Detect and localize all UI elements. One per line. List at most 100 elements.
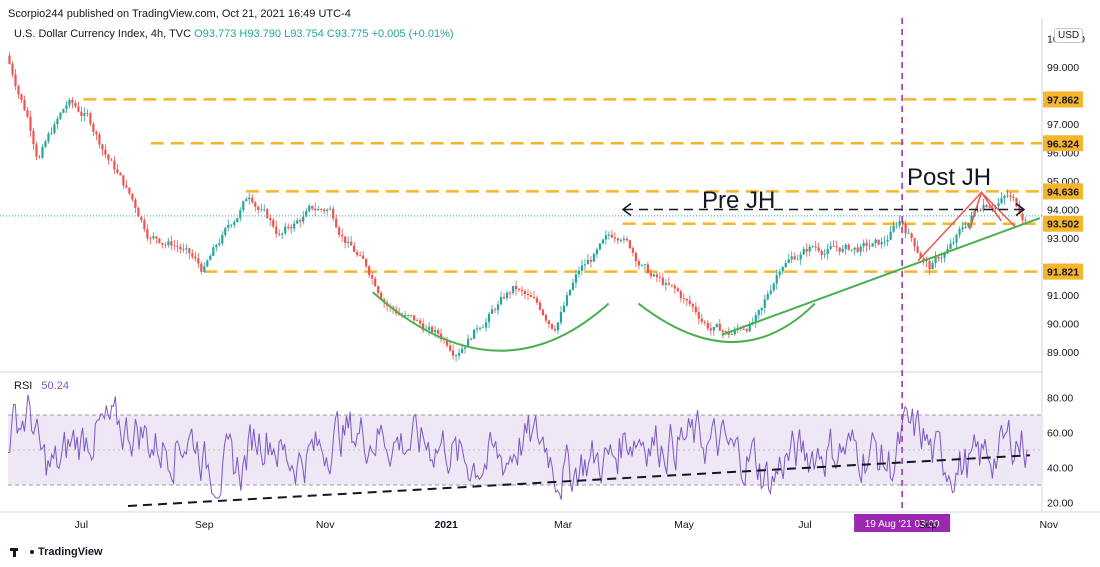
candle-body	[952, 242, 955, 244]
rsi-axis[interactable]: 20.00 40.00 60.00 80.00	[1047, 393, 1073, 510]
time-tick-label: Mar	[554, 519, 573, 531]
candle-body	[308, 205, 311, 212]
candle-body	[134, 199, 137, 208]
wedge-inner	[968, 190, 1002, 230]
candle	[32, 127, 35, 151]
candle-body	[793, 256, 796, 260]
candle	[215, 243, 218, 252]
candle-body	[179, 246, 182, 250]
candle	[982, 199, 985, 213]
candle	[326, 208, 329, 215]
candle	[652, 273, 655, 278]
candle-body	[682, 298, 685, 299]
candle-body	[122, 175, 125, 186]
candle-body	[266, 209, 269, 219]
candle-body	[143, 220, 146, 230]
candle	[463, 347, 467, 354]
pre-jh-label: Pre JH	[702, 187, 775, 214]
candle	[733, 326, 736, 336]
candle-body	[236, 218, 239, 223]
candle	[931, 260, 934, 270]
candle-body	[859, 246, 862, 252]
candle-body	[763, 299, 766, 308]
candle	[359, 251, 362, 257]
candle	[314, 202, 317, 216]
candle	[835, 240, 838, 252]
candle-body	[802, 249, 805, 255]
candle-body	[466, 338, 470, 348]
candle-body	[697, 312, 700, 319]
candle	[784, 259, 787, 269]
candle	[586, 253, 590, 265]
candle	[529, 291, 533, 298]
right-cup-arc	[637, 302, 816, 343]
candle-body	[613, 237, 617, 239]
currency-badge[interactable]: USD	[1054, 28, 1084, 43]
candle-body	[164, 244, 167, 246]
candle	[98, 132, 101, 149]
candle	[664, 279, 667, 291]
candle	[967, 222, 970, 229]
candle	[329, 205, 332, 211]
candle	[850, 249, 853, 252]
candle-body	[805, 249, 808, 252]
candle	[257, 205, 260, 214]
candle-body	[706, 322, 709, 329]
candle-body	[943, 253, 946, 258]
candle	[484, 317, 488, 332]
candle	[829, 241, 832, 251]
candle-body	[47, 133, 50, 142]
level-badge	[1043, 215, 1083, 232]
candle-body	[637, 261, 640, 266]
candle	[898, 215, 901, 229]
candle	[113, 156, 116, 174]
candle-body	[341, 234, 344, 237]
candle	[116, 164, 119, 175]
candle-body	[577, 270, 581, 275]
candle	[1000, 192, 1003, 205]
candle-body	[652, 274, 655, 277]
candle-body	[104, 149, 107, 155]
candle-body	[913, 238, 916, 247]
candle	[92, 121, 95, 137]
candle	[80, 106, 83, 122]
candle	[281, 232, 284, 240]
candle-body	[655, 274, 658, 278]
time-axis[interactable]: Jul Sep Nov 2021 Mar May Jul Sep Nov	[75, 519, 1059, 531]
tradingview-logo[interactable]: TradingView	[10, 546, 103, 558]
candle	[676, 286, 679, 293]
level-badge	[1043, 183, 1083, 200]
candle-body	[619, 240, 622, 241]
candle	[427, 322, 431, 336]
candle	[622, 235, 625, 244]
candle	[595, 247, 599, 259]
candle-body	[901, 221, 904, 225]
candle	[655, 271, 658, 283]
candle-body	[490, 309, 494, 314]
candle-body	[248, 197, 251, 200]
candle	[889, 225, 892, 241]
candle	[278, 229, 281, 237]
candle-body	[149, 238, 152, 240]
candle-body	[197, 258, 200, 264]
candle-body	[338, 227, 341, 235]
candle-body	[580, 265, 584, 271]
candle	[59, 112, 62, 121]
candle	[892, 220, 895, 233]
low-value: L93.754	[284, 28, 324, 40]
candle-body	[931, 262, 934, 270]
candle	[239, 207, 242, 222]
candle	[592, 252, 596, 263]
candle-body	[86, 113, 89, 115]
candle	[490, 304, 494, 315]
candle	[562, 301, 566, 313]
candle-body	[934, 257, 937, 263]
candle	[646, 261, 649, 274]
candle	[152, 232, 155, 240]
candle-body	[323, 209, 326, 211]
candle-body	[778, 271, 781, 276]
candle-body	[721, 330, 724, 333]
price-axis[interactable]: 89.00090.00091.00092.00093.00094.00095.0…	[1043, 34, 1085, 360]
candle-body	[733, 329, 736, 335]
